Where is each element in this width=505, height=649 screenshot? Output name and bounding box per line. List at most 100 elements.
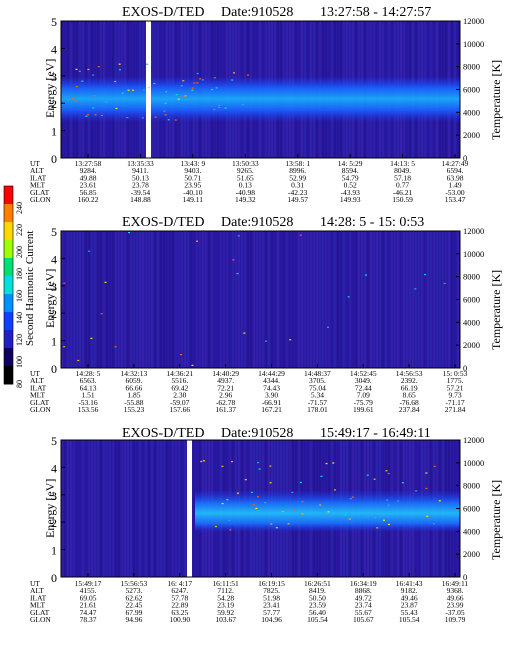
spectrogram-streak [190, 231, 192, 368]
colorbar-tick-label: 240 [15, 202, 24, 214]
y-tick-label: 1 [51, 125, 57, 139]
orbit-row-label: ILAT [30, 173, 47, 182]
spectrogram-speck [114, 80, 117, 83]
colorbar-swatch [4, 330, 13, 349]
spectrogram-speck [100, 114, 103, 117]
orbit-table-cell: -40.98 [236, 188, 256, 197]
spectrogram-speck [243, 332, 246, 334]
spectrogram-speck [241, 104, 244, 106]
spectrogram-speck [299, 234, 302, 236]
orbit-table-cell: 3049. [355, 376, 372, 385]
spectrogram-streak [154, 231, 156, 368]
orbit-table-cell: 4937. [217, 376, 234, 385]
orbit-row-label: GLAT [30, 608, 50, 617]
spectrogram-speck [81, 80, 84, 82]
spectrogram-streak [409, 231, 411, 368]
orbit-table-cell: 9284. [80, 166, 97, 175]
spectrogram-streak [139, 440, 141, 577]
orbit-table-cell: 72.21 [217, 383, 234, 392]
spectrogram-speck [193, 82, 196, 84]
spectrogram-streak [61, 440, 63, 577]
orbit-table-cell: 57.18 [394, 173, 411, 182]
colorbar-tick-label: 120 [15, 334, 24, 346]
orbit-table-cell: 16:26:51 [304, 579, 331, 588]
orbit-table-cell: 8049. [394, 166, 411, 175]
orbit-row-label: MLT [30, 391, 46, 400]
orbit-table-cell: 16:41:43 [396, 579, 423, 588]
orbit-table-cell: 69.42 [171, 383, 188, 392]
spectrogram-streak [193, 231, 195, 368]
orbit-table-cell: 153.56 [78, 405, 99, 414]
spectrogram-streak [166, 440, 168, 577]
spectrogram-streak [379, 231, 381, 368]
spectrogram-speck [74, 100, 77, 102]
spectrogram-streak [130, 231, 132, 368]
spectrogram-speck [127, 231, 130, 234]
spectrogram-streak [352, 231, 354, 368]
spectrogram-streak [322, 231, 324, 368]
spectrogram-streak [151, 440, 153, 577]
orbit-table-cell: -55.88 [124, 398, 144, 407]
spectrogram-speck [301, 501, 304, 503]
spectrogram-streak [118, 231, 120, 368]
spectrogram-streak [121, 231, 123, 368]
orbit-table-cell: 14:40:29 [212, 369, 239, 378]
spectrogram-streak [163, 440, 165, 577]
orbit-table-cell: 105.54 [399, 615, 420, 624]
spectrogram-speck [264, 502, 267, 504]
spectrogram-streak [127, 231, 129, 368]
spectrogram-streak [328, 231, 330, 368]
spectrogram-speck [75, 68, 78, 70]
spectrogram-speck [401, 482, 404, 484]
spectrogram-streak [124, 231, 126, 368]
spectrogram-streak [325, 231, 327, 368]
spectrogram-streak [316, 231, 318, 368]
orbit-table-cell: 9182. [401, 586, 418, 595]
spectrogram-speck [231, 79, 234, 81]
orbit-row-label: GLAT [30, 188, 50, 197]
spectrogram-streak [364, 231, 366, 368]
orbit-row-label: ILAT [30, 383, 47, 392]
spectrogram-streak [319, 231, 321, 368]
orbit-table-cell: 16:34:19 [350, 579, 377, 588]
spectrogram-speck [232, 259, 235, 261]
panel-3-y-axis-label: Energy [eV] [43, 479, 57, 538]
spectrogram-speck [221, 465, 224, 468]
spectrogram-speck [376, 527, 379, 529]
panel-1-y2-ticks: 0 2000 4000 6000 8000 10000 12000 [456, 16, 484, 163]
orbit-table-cell: 51.65 [237, 173, 254, 182]
panel-1: EXOS-D/TED Date:910528 13:27:58 - 14:27:… [30, 5, 503, 204]
y-tick-label: 3 [51, 70, 57, 84]
spectrogram-streak [217, 231, 219, 368]
spectrogram-speck [211, 89, 214, 91]
panel-1-y2-axis-label: Temperature [K] [489, 60, 503, 140]
orbit-table-cell: -53.00 [445, 188, 465, 197]
spectrogram-speck [255, 507, 258, 510]
y2-tick-label: 0 [463, 572, 467, 582]
colorbar-swatch [4, 348, 13, 367]
spectrogram-streak [64, 440, 66, 577]
orbit-table-cell: 56.40 [309, 608, 326, 617]
spectrogram-speck [425, 472, 428, 474]
orbit-table-cell: -62.78 [216, 398, 236, 407]
spectrogram-speck [201, 79, 204, 81]
orbit-table-cell: 55.67 [355, 608, 372, 617]
orbit-table-cell: 50.13 [132, 173, 149, 182]
orbit-table-cell: 57.77 [263, 608, 280, 617]
orbit-table-cell: 3705. [309, 376, 326, 385]
colorbar-swatch [4, 276, 13, 295]
panel-1-title: EXOS-D/TED [122, 5, 204, 20]
y-tick-label: 4 [51, 252, 57, 266]
orbit-table-cell: 150.59 [392, 195, 413, 204]
spectrogram-speck [191, 364, 194, 366]
spectrogram-streak [151, 231, 153, 368]
spectrogram-speck [269, 482, 272, 484]
y-tick-label: 2 [51, 307, 57, 321]
spectrogram-streak [70, 440, 72, 577]
spectrogram-streak [451, 231, 453, 368]
spectrogram-streak [103, 440, 105, 577]
orbit-row-label: GLON [30, 405, 51, 414]
spectrogram-streak [91, 231, 93, 368]
orbit-table-cell: 161.37 [215, 405, 236, 414]
spectrogram-streak [262, 231, 264, 368]
